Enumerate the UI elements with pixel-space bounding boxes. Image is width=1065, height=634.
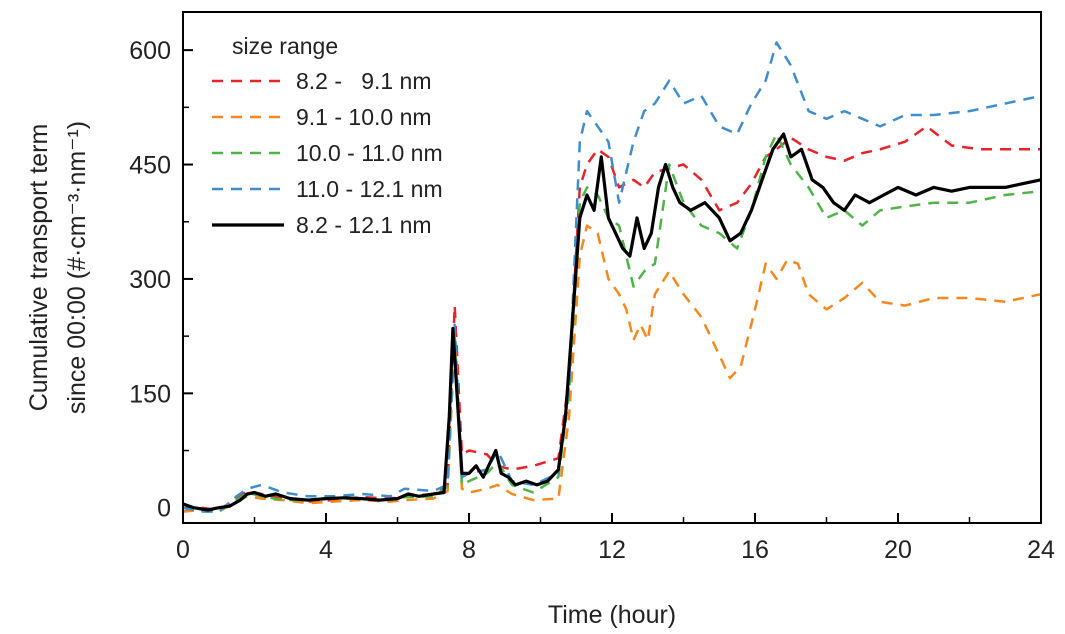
legend-label-2: 9.1 - 10.0 nm — [296, 104, 432, 130]
y-axis-title-line2: since 00:00 (#·cm⁻³·nm⁻¹) — [63, 121, 91, 414]
x-tick-label: 0 — [176, 536, 190, 564]
series-layer — [182, 41, 1042, 513]
legend-label-5: 8.2 - 12.1 nm — [296, 212, 432, 238]
x-tick-label: 12 — [598, 536, 626, 564]
y-tick-label: 0 — [157, 495, 171, 523]
y-axis-title-line1: Cumulative transport term — [25, 124, 53, 412]
legend: size range 8.2 - 9.1 nm 9.1 - 10.0 nm 10.0… — [212, 33, 443, 238]
y-tick-label: 450 — [129, 152, 171, 180]
legend-label-4: 11.0 - 12.1 nm — [296, 176, 443, 202]
y-tick-label: 300 — [129, 266, 171, 294]
x-axis-title: Time (hour) — [548, 601, 676, 629]
tick-labels: 0 4 8 12 16 20 24 0 150 300 450 600 — [129, 37, 1055, 564]
plot-frame — [182, 11, 1042, 524]
series-line-2 — [182, 224, 1042, 513]
x-tick-label: 24 — [1027, 536, 1055, 564]
series-line-4 — [182, 41, 1042, 513]
series-line-5 — [182, 132, 1042, 512]
x-tick-label: 8 — [462, 536, 476, 564]
legend-label-1: 8.2 - 9.1 nm — [296, 68, 432, 94]
x-tick-label: 20 — [884, 536, 912, 564]
x-tick-label: 4 — [319, 536, 333, 564]
y-tick-label: 150 — [129, 380, 171, 408]
legend-title: size range — [232, 33, 338, 59]
legend-label-3: 10.0 - 11.0 nm — [296, 140, 443, 166]
x-tick-label: 16 — [741, 536, 769, 564]
y-tick-label: 600 — [129, 37, 171, 65]
